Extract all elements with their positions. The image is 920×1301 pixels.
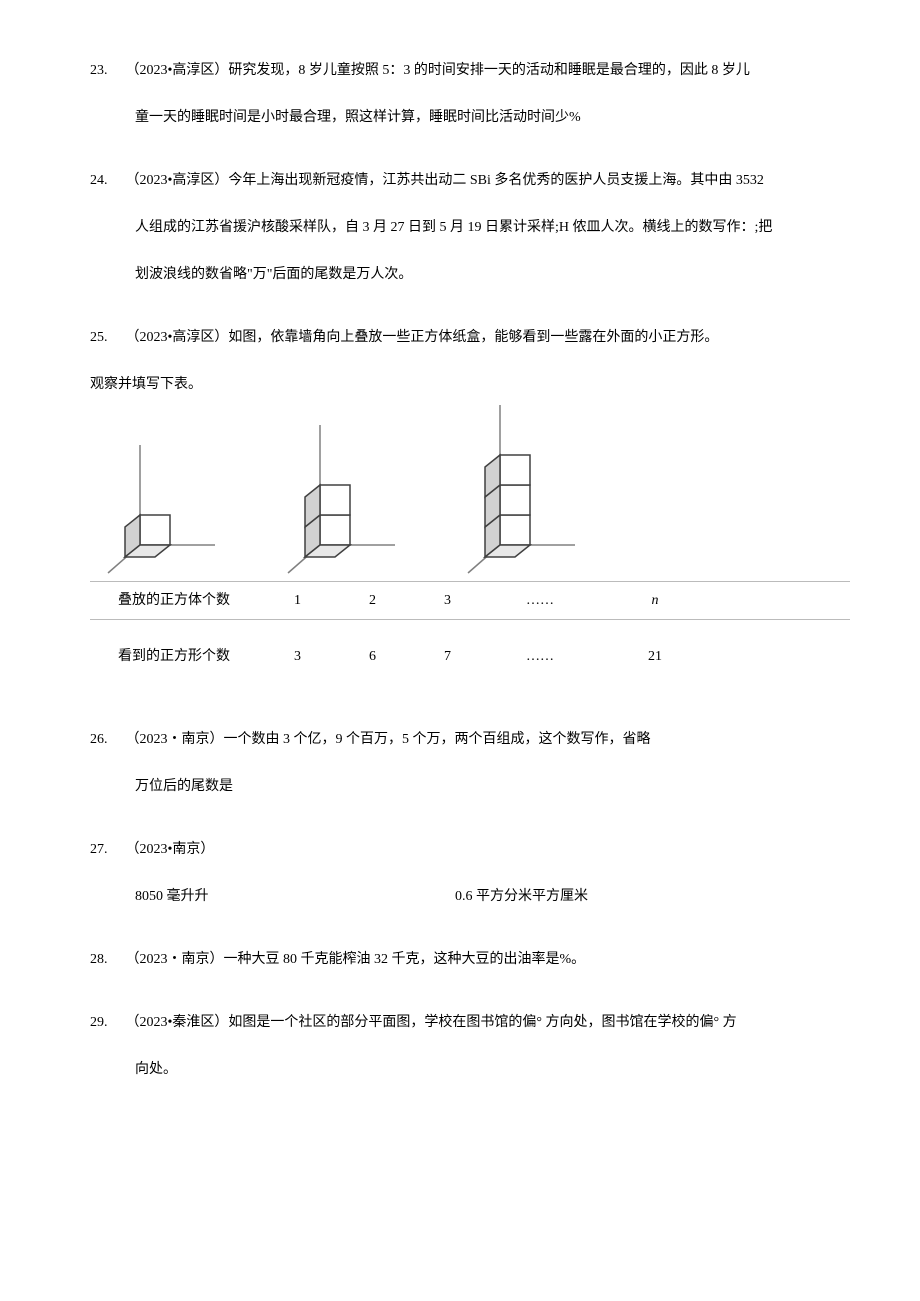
question-23: 23. （2023•高淳区）研究发现，8 岁儿童按照 5：3 的时间安排一天的活…	[90, 60, 850, 128]
question-text: （2023・南京）一个数由 3 个亿，9 个百万，5 个万，两个百组成，这个数写…	[126, 729, 851, 750]
question-26: 26. （2023・南京）一个数由 3 个亿，9 个百万，5 个万，两个百组成，…	[90, 729, 850, 797]
question-25: 25. （2023•高淳区）如图，依靠墙角向上叠放一些正方体纸盒，能够看到一些露…	[90, 327, 850, 687]
question-number: 24.	[90, 170, 108, 191]
question-line: 26. （2023・南京）一个数由 3 个亿，9 个百万，5 个万，两个百组成，…	[90, 729, 850, 750]
table-row-label: 看到的正方形个数	[90, 646, 260, 667]
table-cell: 6	[335, 646, 410, 667]
question-line: 25. （2023•高淳区）如图，依靠墙角向上叠放一些正方体纸盒，能够看到一些露…	[90, 327, 850, 348]
table-cell: 21	[595, 646, 715, 667]
table-cell: n	[595, 590, 715, 611]
table-cell: 7	[410, 646, 485, 667]
table-cell: ……	[485, 646, 595, 667]
question-24: 24. （2023•高淳区）今年上海出现新冠疫情，江苏共出动二 SBi 多名优秀…	[90, 170, 850, 285]
table-cell: 3	[410, 590, 485, 611]
cube-table: 叠放的正方体个数 1 2 3 …… n 看到的正方形个数 3 6 7 …… 21	[90, 581, 850, 687]
question-text: （2023•高淳区）今年上海出现新冠疫情，江苏共出动二 SBi 多名优秀的医护人…	[126, 170, 851, 191]
question-number: 26.	[90, 729, 108, 750]
table-cell: 2	[335, 590, 410, 611]
question-text: （2023•高淳区）如图，依靠墙角向上叠放一些正方体纸盒，能够看到一些露在外面的…	[126, 327, 851, 348]
question-text: 万位后的尾数是	[135, 776, 850, 797]
question-number: 27.	[90, 839, 108, 860]
question-28: 28. （2023・南京）一种大豆 80 千克能榨油 32 千克，这种大豆的出油…	[90, 949, 850, 970]
table-cell: ……	[485, 590, 595, 611]
cube-stack-2-icon	[280, 425, 400, 575]
question-text: （2023•秦淮区）如图是一个社区的部分平面图，学校在图书馆的偏° 方向处，图书…	[126, 1012, 851, 1033]
question-29: 29. （2023•秦淮区）如图是一个社区的部分平面图，学校在图书馆的偏° 方向…	[90, 1012, 850, 1080]
unit-left: 8050 毫升升	[135, 886, 455, 907]
cube-diagram-row	[100, 405, 850, 575]
question-text: 人组成的江苏省援沪核酸采样队，自 3 月 27 日到 5 月 19 日累计采样;…	[135, 217, 850, 238]
cube-stack-3-icon	[460, 405, 580, 575]
question-number: 29.	[90, 1012, 108, 1033]
question-number: 23.	[90, 60, 108, 81]
table-header-row: 叠放的正方体个数 1 2 3 …… n	[90, 581, 850, 620]
question-number: 28.	[90, 949, 108, 970]
question-text: 向处。	[135, 1059, 850, 1080]
question-line: 29. （2023•秦淮区）如图是一个社区的部分平面图，学校在图书馆的偏° 方向…	[90, 1012, 850, 1033]
table-cell: 1	[260, 590, 335, 611]
question-number: 25.	[90, 327, 108, 348]
question-text: （2023•高淳区）研究发现，8 岁儿童按照 5：3 的时间安排一天的活动和睡眠…	[126, 60, 851, 81]
unit-right: 0.6 平方分米平方厘米	[455, 886, 850, 907]
question-text: 划波浪线的数省略"万"后面的尾数是万人次。	[135, 264, 850, 285]
question-text: 童一天的睡眠时间是小时最合理，照这样计算，睡眠时间比活动时间少%	[135, 107, 850, 128]
observe-label: 观察并填写下表。	[90, 374, 850, 395]
cube-stack-1-icon	[100, 445, 220, 575]
question-line: 27. （2023•南京）	[90, 839, 850, 860]
unit-conversion-row: 8050 毫升升 0.6 平方分米平方厘米	[135, 886, 850, 907]
question-text: （2023•南京）	[126, 839, 851, 860]
question-text: （2023・南京）一种大豆 80 千克能榨油 32 千克，这种大豆的出油率是%。	[126, 949, 851, 970]
question-line: 28. （2023・南京）一种大豆 80 千克能榨油 32 千克，这种大豆的出油…	[90, 949, 850, 970]
question-line: 24. （2023•高淳区）今年上海出现新冠疫情，江苏共出动二 SBi 多名优秀…	[90, 170, 850, 191]
question-line: 23. （2023•高淳区）研究发现，8 岁儿童按照 5：3 的时间安排一天的活…	[90, 60, 850, 81]
table-header-label: 叠放的正方体个数	[90, 590, 260, 611]
table-cell: 3	[260, 646, 335, 667]
question-27: 27. （2023•南京） 8050 毫升升 0.6 平方分米平方厘米	[90, 839, 850, 907]
table-row: 看到的正方形个数 3 6 7 …… 21	[90, 620, 850, 687]
